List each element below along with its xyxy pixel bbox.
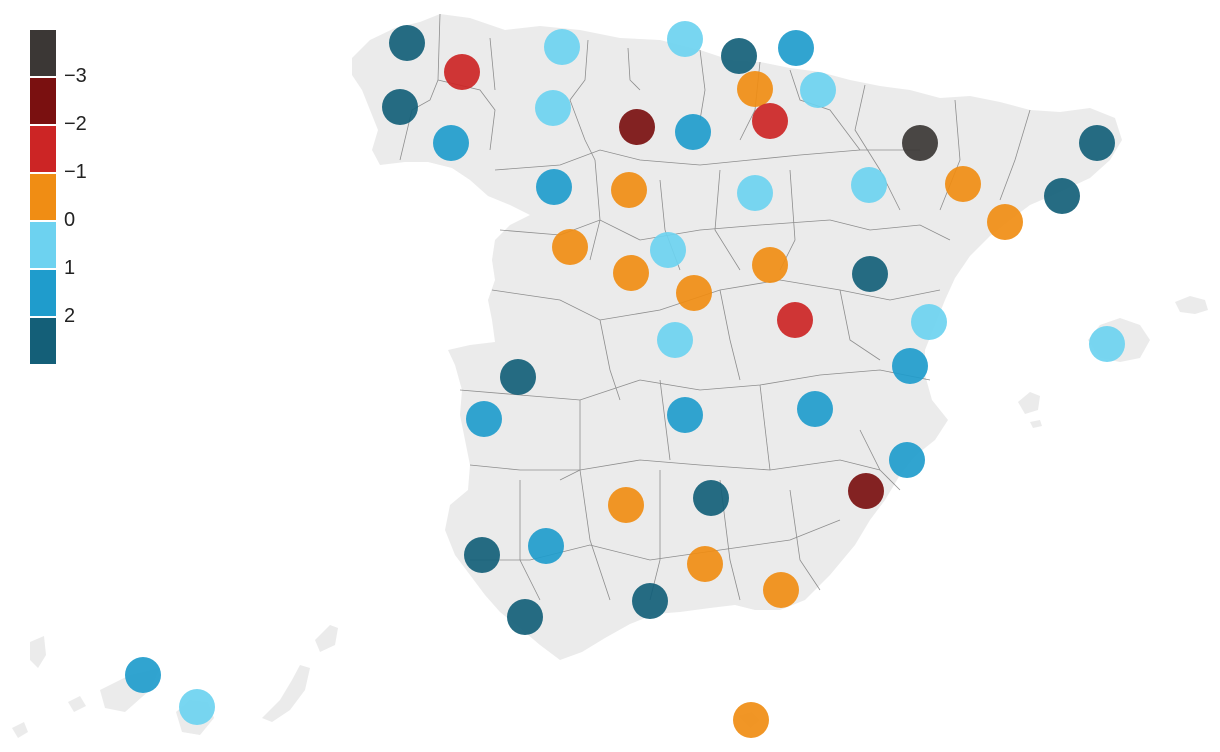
marker-almeria[interactable] [763,572,799,608]
marker-zaragoza[interactable] [851,167,887,203]
marker-huelva[interactable] [464,537,500,573]
marker-caceres[interactable] [500,359,536,395]
marker-jaen[interactable] [693,480,729,516]
legend-label-0: −3 [64,65,87,87]
marker-madrid[interactable] [676,275,712,311]
marker-alicante[interactable] [889,442,925,478]
legend-swatch-1 [30,78,56,124]
el-hierro [12,722,28,738]
marker-palencia[interactable] [619,109,655,145]
marker-las-palmas[interactable] [179,689,215,725]
marker-ciudad-real[interactable] [667,397,703,433]
marker-soria[interactable] [737,175,773,211]
marker-baleares[interactable] [1089,326,1125,362]
marker-castellon[interactable] [911,304,947,340]
marker-araba[interactable] [737,71,773,107]
marker-cantabria[interactable] [667,21,703,57]
marker-guadalajara[interactable] [752,247,788,283]
marker-navarra[interactable] [800,72,836,108]
marker-ourense[interactable] [433,125,469,161]
marker-cordoba[interactable] [608,487,644,523]
marker-gipuzkoa[interactable] [778,30,814,66]
marker-bizkaia[interactable] [721,38,757,74]
marker-layer [125,21,1125,738]
marker-segovia[interactable] [650,232,686,268]
marker-albacete[interactable] [797,391,833,427]
legend-label-3: 0 [64,209,76,231]
legend-swatch-5 [30,270,56,316]
legend-label-5: 2 [64,305,76,327]
marker-toledo[interactable] [657,322,693,358]
marker-zamora[interactable] [536,169,572,205]
marker-valencia[interactable] [892,348,928,384]
marker-salamanca[interactable] [552,229,588,265]
menorca [1175,296,1208,314]
marker-valladolid[interactable] [611,172,647,208]
marker-a-coruna[interactable] [389,25,425,61]
marker-la-rioja[interactable] [752,103,788,139]
marker-lugo[interactable] [444,54,480,90]
formentera [1030,420,1042,428]
marker-tarragona[interactable] [987,204,1023,240]
marker-burgos[interactable] [675,114,711,150]
marker-teruel[interactable] [852,256,888,292]
legend-swatch-4 [30,222,56,268]
marker-cadiz[interactable] [507,599,543,635]
la-palma [30,636,46,668]
marker-asturias[interactable] [544,29,580,65]
legend-label-2: −1 [64,161,87,183]
legend-swatch-3 [30,174,56,220]
legend-swatch-2 [30,126,56,172]
legend-swatch-0 [30,30,56,76]
legend-label-4: 1 [64,257,76,279]
marker-leon[interactable] [535,90,571,126]
ibiza [1018,392,1040,414]
marker-girona[interactable] [1079,125,1115,161]
fuerteventura [262,665,310,722]
marker-malaga[interactable] [632,583,668,619]
color-legend: −3 −2 −1 0 1 2 [30,30,110,366]
marker-huesca[interactable] [902,125,938,161]
marker-murcia[interactable] [848,473,884,509]
marker-barcelona[interactable] [1044,178,1080,214]
marker-avila[interactable] [613,255,649,291]
land-layer [12,14,1208,738]
marker-badajoz[interactable] [466,401,502,437]
lanzarote [315,625,338,652]
marker-santa-cruz-de-tenerife[interactable] [125,657,161,693]
la-gomera [68,696,86,712]
marker-granada[interactable] [687,546,723,582]
marker-pontevedra[interactable] [382,89,418,125]
legend-label-1: −2 [64,113,87,135]
marker-sevilla[interactable] [528,528,564,564]
marker-cuenca[interactable] [777,302,813,338]
marker-lleida[interactable] [945,166,981,202]
legend-swatch-6 [30,318,56,364]
marker-melilla[interactable] [733,702,769,738]
